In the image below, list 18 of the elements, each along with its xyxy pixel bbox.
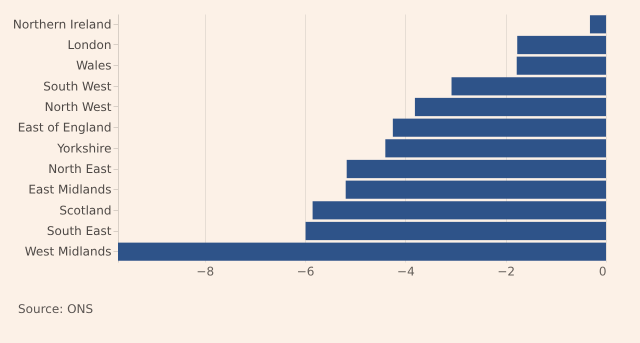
y-tick-label: East of England [18, 120, 112, 135]
y-tick-label: Scotland [59, 203, 112, 218]
x-tick-label: −2 [497, 264, 516, 278]
y-tick-label: Wales [76, 58, 112, 73]
y-tick-label: Northern Ireland [12, 17, 112, 32]
y-tick-label: North West [44, 100, 112, 114]
y-tick-label: East Midlands [28, 182, 112, 197]
y-tick-label: North East [48, 162, 112, 176]
x-tick-label: −6 [296, 264, 314, 278]
y-tick-label: South East [46, 224, 112, 238]
x-tick-label: −8 [196, 264, 214, 278]
y-tick-label: London [68, 38, 112, 52]
source-note: Source: ONS [18, 302, 94, 316]
x-tick-label: 0 [598, 264, 606, 278]
y-tick-label: Yorkshire [56, 141, 112, 156]
x-tick-label: −4 [397, 264, 415, 278]
y-tick-label: South West [43, 79, 112, 94]
y-tick-label: West Midlands [24, 244, 112, 259]
